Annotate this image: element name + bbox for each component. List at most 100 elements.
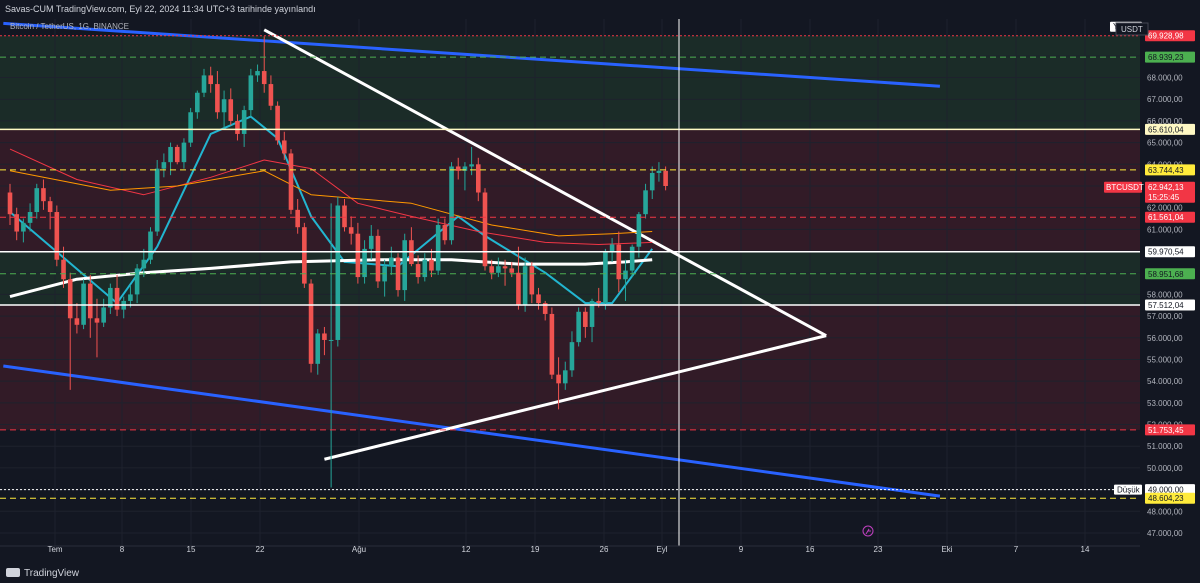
- candle-body: [161, 162, 167, 169]
- candle-body: [168, 146, 173, 163]
- candle-body: [482, 192, 488, 267]
- price-badge-label: 51.753,45: [1148, 426, 1184, 435]
- price-badge-2: [1145, 123, 1195, 135]
- candle-body: [94, 318, 100, 323]
- price-tick-label: 66.000,00: [1147, 117, 1183, 126]
- countdown-label: 15:25:45: [1148, 193, 1180, 202]
- price-badge-3: [1145, 164, 1195, 176]
- price-tick-label: 62.000,00: [1147, 204, 1183, 213]
- candle-body: [188, 112, 193, 143]
- candle-body: [562, 370, 568, 384]
- candle-body: [589, 300, 595, 327]
- brand-label: TradingView: [24, 568, 80, 579]
- price-axis-bg: [1140, 19, 1200, 565]
- candle-body: [429, 259, 434, 271]
- candle-body: [476, 164, 481, 193]
- footer: TradingView: [0, 565, 1200, 583]
- candle-body: [462, 166, 468, 171]
- zone-bands: [0, 35, 1140, 430]
- candle-body: [643, 190, 648, 215]
- time-axis: Tem 8 15 22 Ağu 12 19 26 Eyl 9 16 23 Eki 7 14: [0, 545, 1140, 554]
- price-badges: 69.928,98 68.939,23 65.610,04 63.744,43 61.5…: [1104, 21, 1195, 504]
- candle-body: [268, 84, 274, 106]
- candle-body: [108, 287, 113, 308]
- candle-body: [435, 225, 441, 271]
- price-tick-label: 50.000,00: [1147, 464, 1183, 473]
- candle-body: [14, 214, 19, 232]
- candle-body: [215, 84, 220, 113]
- price-badge-label: 58.951,68: [1148, 270, 1184, 279]
- tv-logo-icon: [6, 568, 20, 577]
- price-badge-label: 48.604,23: [1148, 494, 1184, 503]
- candle-body: [368, 235, 374, 249]
- currency-badge[interactable]: USDT: [1115, 22, 1149, 36]
- candle-body: [41, 188, 46, 202]
- candle-body: [442, 225, 448, 241]
- price-tick-label: 58.000,00: [1147, 290, 1183, 299]
- price-tick-label: 53.000,00: [1147, 399, 1183, 408]
- candle-body: [174, 146, 180, 163]
- price-badge-label: 69.928,98: [1148, 32, 1184, 41]
- price-badge-label: 49.000,00: [1148, 486, 1184, 495]
- last-price-badge: [1145, 181, 1195, 203]
- candle-body: [375, 235, 381, 282]
- tradingview-logo: TradingView: [6, 568, 79, 579]
- candle-body: [583, 311, 588, 327]
- publish-info: Savas-CUM TradingView.com, Eyl 22, 2024 …: [5, 4, 316, 14]
- trendline-3: [324, 334, 827, 461]
- time-label: 19: [531, 545, 540, 554]
- candle-body: [328, 339, 334, 341]
- price-badge-7: [1145, 299, 1195, 311]
- candle-body: [509, 268, 515, 273]
- time-label: 16: [806, 545, 815, 554]
- time-label: Eki: [941, 545, 952, 554]
- time-label: 7: [1014, 545, 1019, 554]
- zone-band-0: [0, 35, 1140, 130]
- candle-body: [181, 142, 187, 163]
- low-badge: [1114, 484, 1142, 495]
- last-price-label: 62.942,13: [1148, 183, 1184, 192]
- price-chart[interactable]: Tem 8 15 22 Ağu 12 19 26 Eyl 9 16 23 Eki 7 14 47.000,0…: [0, 19, 1200, 565]
- trendline-2: [263, 28, 827, 337]
- candle-body: [54, 212, 60, 260]
- candle-body: [255, 71, 260, 76]
- price-badge-4: [1145, 211, 1195, 223]
- price-tick-label: 68.000,00: [1147, 74, 1183, 83]
- candle-body: [81, 283, 86, 325]
- candle-body: [656, 170, 662, 173]
- zone-band-2: [0, 251, 1140, 306]
- price-tick-label: 51.000,00: [1147, 442, 1183, 451]
- ma-line-1: [9, 148, 653, 245]
- candle-body: [67, 279, 73, 319]
- price-tick-label: 61.000,00: [1147, 225, 1183, 234]
- price-tick-label: 57.000,00: [1147, 312, 1183, 321]
- candle-body: [496, 266, 501, 273]
- candle-body: [128, 294, 133, 301]
- candle-body: [195, 92, 200, 113]
- price-levels: [0, 19, 1140, 546]
- symbol-badge: [1104, 181, 1142, 193]
- candle-body: [663, 170, 668, 186]
- time-label: Ağu: [352, 545, 366, 554]
- candle-body: [101, 307, 106, 323]
- time-label: 26: [600, 545, 609, 554]
- candle-body: [542, 303, 548, 314]
- ma-line-2: [9, 170, 653, 237]
- price-badge-6: [1145, 268, 1195, 280]
- candle-body: [248, 75, 254, 111]
- candle-body: [21, 222, 26, 232]
- candle-body: [569, 342, 575, 371]
- candle-body: [422, 259, 428, 278]
- price-tick-label: 56.000,00: [1147, 334, 1183, 343]
- candle-body: [154, 168, 160, 232]
- price-badge-0: [1145, 30, 1195, 42]
- candle-body: [34, 188, 40, 213]
- candle-body: [221, 99, 227, 113]
- events-icon[interactable]: [862, 525, 874, 537]
- price-badge-label: 63.744,43: [1148, 166, 1184, 175]
- symbol-title: Bitcoin / TetherUS, 1G, BINANCE: [10, 22, 129, 31]
- candle-body: [134, 268, 140, 295]
- candle-body: [348, 227, 354, 234]
- candle-body: [536, 294, 541, 304]
- candle-body: [402, 240, 408, 291]
